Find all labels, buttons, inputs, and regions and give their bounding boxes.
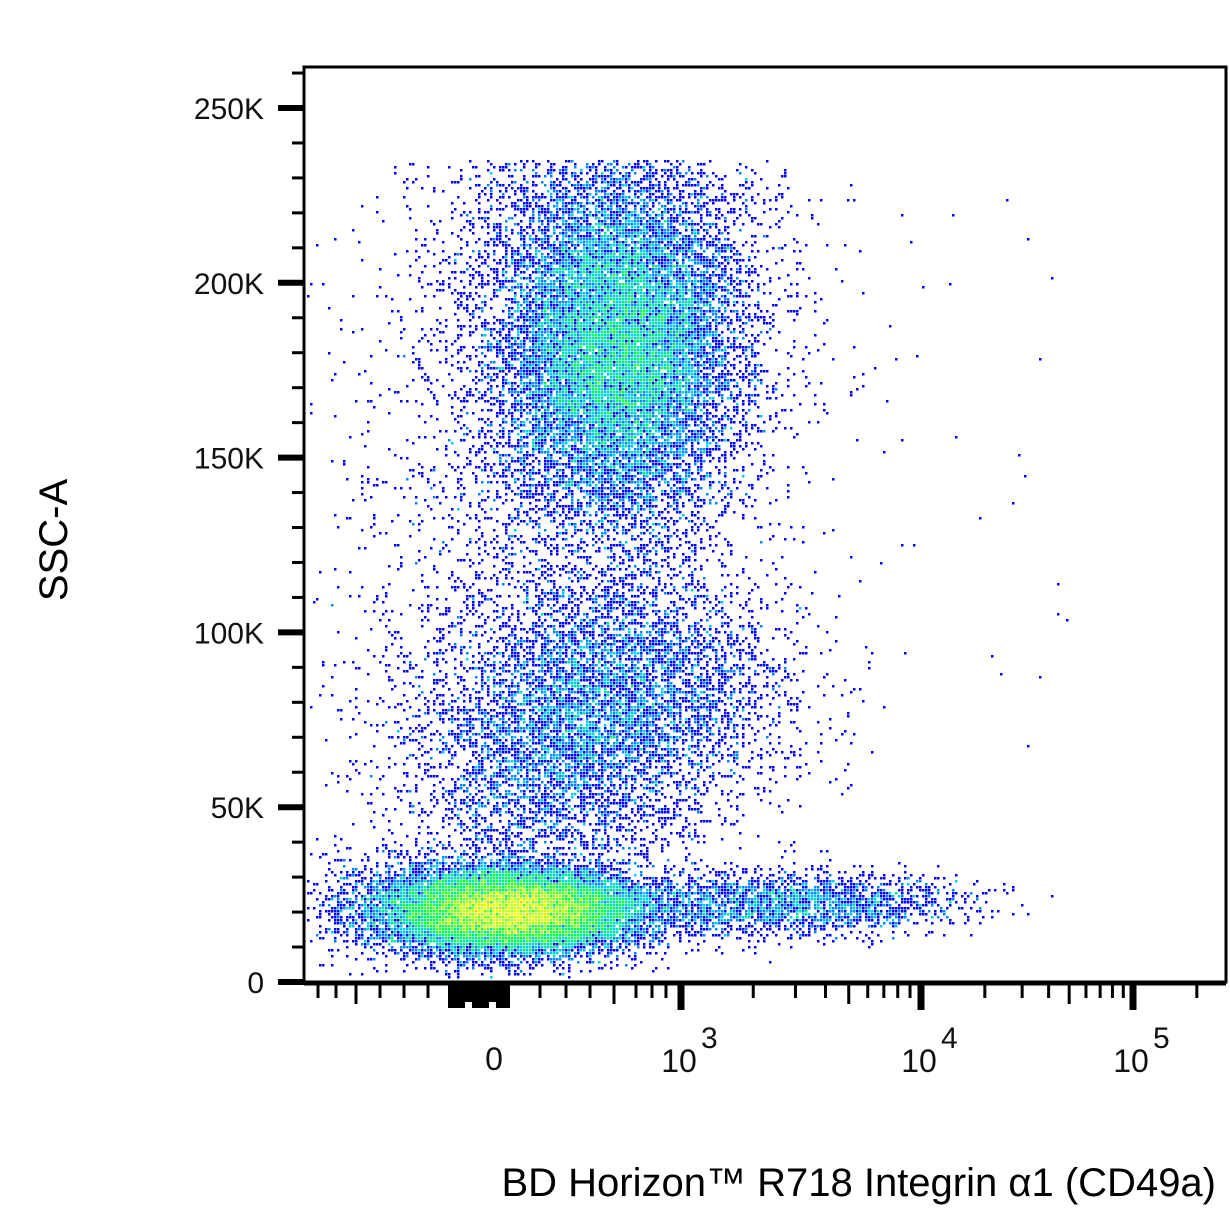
y-tick-label: 250K — [194, 93, 264, 126]
x-axis-title: BD Horizon™ R718 Integrin α1 (CD49a) — [501, 1161, 1216, 1205]
y-tick-label: 150K — [194, 443, 264, 476]
x-tick-label: 105 — [1113, 1022, 1169, 1079]
scatter-points — [307, 160, 1069, 979]
flow-cytometry-plot: 0 50K 100K 150K 200K 250K 0 103 104 105 SSC-A BD… — [0, 0, 1230, 1230]
y-tick-label: 50K — [211, 792, 264, 825]
y-axis-title: SSC-A — [32, 479, 76, 602]
y-tick-label: 0 — [247, 967, 264, 1000]
y-axis: 0 50K 100K 150K 200K 250K — [194, 67, 304, 1000]
x-tick-label: 0 — [485, 1041, 503, 1077]
x-tick-label: 104 — [901, 1022, 957, 1079]
x-tick-label: 103 — [661, 1022, 717, 1079]
y-tick-label: 200K — [194, 268, 264, 301]
y-tick-label: 100K — [194, 617, 264, 650]
x-axis: 0 103 104 105 — [304, 984, 1226, 1079]
